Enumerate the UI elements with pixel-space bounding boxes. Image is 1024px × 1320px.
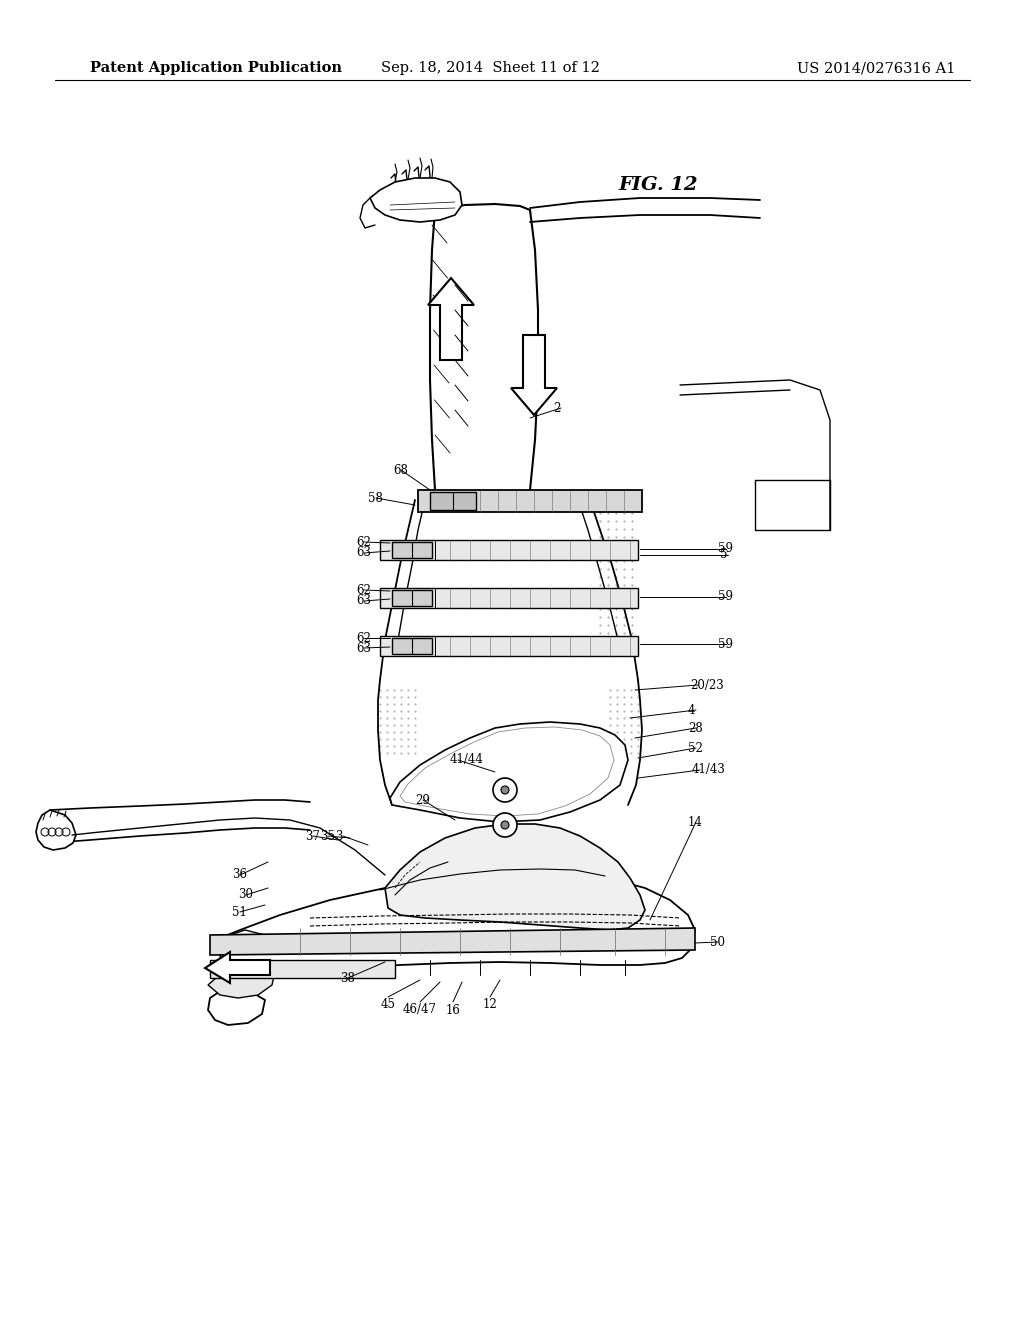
Polygon shape	[208, 964, 275, 998]
Text: 16: 16	[445, 1003, 461, 1016]
Text: 62: 62	[356, 536, 371, 549]
Circle shape	[501, 821, 509, 829]
Text: 59: 59	[718, 543, 733, 556]
Polygon shape	[205, 952, 270, 983]
Polygon shape	[430, 492, 476, 510]
Polygon shape	[385, 824, 645, 931]
Text: 38: 38	[340, 972, 355, 985]
Polygon shape	[392, 590, 432, 606]
Text: 45: 45	[381, 998, 395, 1011]
Text: 12: 12	[482, 998, 498, 1011]
Polygon shape	[390, 722, 628, 822]
Polygon shape	[511, 335, 557, 414]
Text: FIG. 12: FIG. 12	[618, 176, 697, 194]
Text: 63: 63	[356, 594, 371, 607]
Text: 2: 2	[553, 401, 560, 414]
Polygon shape	[428, 279, 474, 360]
Text: 41/44: 41/44	[450, 754, 484, 767]
Polygon shape	[392, 543, 432, 558]
Text: 30: 30	[238, 888, 253, 902]
Text: 59: 59	[718, 638, 733, 651]
Text: 51: 51	[232, 906, 247, 919]
Polygon shape	[370, 178, 462, 222]
Polygon shape	[380, 636, 638, 656]
Text: 68: 68	[393, 463, 408, 477]
Polygon shape	[36, 810, 76, 850]
Text: 28: 28	[688, 722, 702, 734]
Polygon shape	[392, 638, 432, 653]
Text: 63: 63	[356, 546, 371, 560]
Text: 35: 35	[319, 829, 335, 842]
Text: Patent Application Publication: Patent Application Publication	[90, 61, 342, 75]
Text: 63: 63	[356, 642, 371, 655]
Text: 62: 62	[356, 631, 371, 644]
Text: 52: 52	[688, 742, 702, 755]
Text: 59: 59	[718, 590, 733, 603]
Polygon shape	[418, 490, 642, 512]
Text: 4: 4	[688, 704, 695, 717]
Circle shape	[501, 785, 509, 795]
Text: 37: 37	[305, 829, 319, 842]
Polygon shape	[210, 960, 395, 978]
Text: 29: 29	[415, 793, 430, 807]
Text: 46/47: 46/47	[403, 1003, 437, 1016]
Text: 41/43: 41/43	[692, 763, 726, 776]
Text: Sep. 18, 2014  Sheet 11 of 12: Sep. 18, 2014 Sheet 11 of 12	[381, 61, 599, 75]
Text: 58: 58	[368, 491, 383, 504]
Polygon shape	[208, 875, 695, 1026]
Polygon shape	[380, 587, 638, 609]
Polygon shape	[380, 540, 638, 560]
Text: 36: 36	[232, 869, 247, 882]
Circle shape	[493, 813, 517, 837]
Text: 20/23: 20/23	[690, 678, 724, 692]
Text: 14: 14	[688, 816, 702, 829]
Text: 5: 5	[720, 549, 727, 561]
Text: 3: 3	[335, 829, 342, 842]
Text: US 2014/0276316 A1: US 2014/0276316 A1	[797, 61, 955, 75]
Circle shape	[493, 777, 517, 803]
Text: 50: 50	[710, 936, 725, 949]
Text: 62: 62	[356, 583, 371, 597]
Polygon shape	[210, 928, 695, 954]
